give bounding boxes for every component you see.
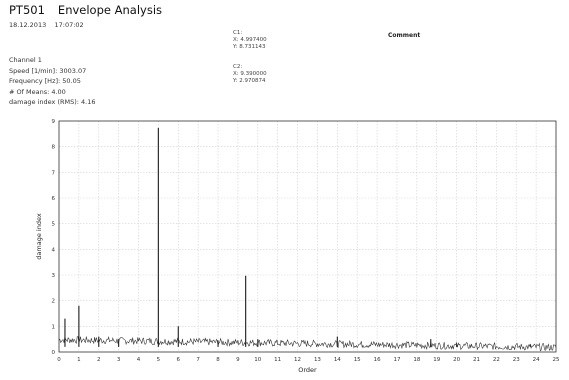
- x-tick-label: 6: [177, 357, 181, 363]
- machine-id: PT501: [9, 3, 45, 17]
- report-title: PT501 Envelope Analysis: [9, 3, 162, 17]
- y-tick-label: 0: [52, 350, 56, 356]
- means-value: # Of Means: 4.00: [9, 87, 66, 96]
- chart-ticks: 0 1 2 3 4 5 6 7 8 9 10 11 12 13 14 15 16 17 18 19 20 21 22 23 24…: [52, 119, 560, 363]
- cursor-1-y: Y: 8.731143: [233, 44, 266, 50]
- y-tick-label: 9: [52, 119, 56, 125]
- cursor-2-label: C2:: [233, 64, 243, 70]
- x-tick-label: 22: [493, 357, 500, 363]
- x-tick-label: 17: [393, 357, 400, 363]
- y-tick-label: 3: [52, 273, 56, 279]
- y-tick-label: 6: [52, 196, 56, 202]
- x-tick-label: 11: [274, 357, 281, 363]
- channel-label: Channel 1: [9, 56, 42, 64]
- frequency-value: Frequency [Hz]: 50.05: [9, 77, 81, 85]
- plot-frame: [58, 120, 557, 353]
- cursor-1-label: C1:: [233, 30, 243, 36]
- x-tick-label: 4: [137, 357, 141, 363]
- x-axis-label: Order: [298, 366, 317, 374]
- x-tick-label: 23: [513, 357, 520, 363]
- x-tick-label: 1: [77, 357, 81, 363]
- x-tick-label: 3: [117, 357, 121, 363]
- speed-value: Speed [1/min]: 3003.07: [9, 66, 87, 75]
- y-tick-label: 4: [52, 247, 56, 253]
- cursor-2-readout: C2: X: 9.390000 Y: 2.970874: [233, 64, 267, 85]
- cursor-1-x: X: 4.997400: [233, 37, 267, 43]
- analysis-title: Envelope Analysis: [57, 3, 163, 17]
- chart-grid: [58, 120, 557, 353]
- damage-index-value: damage index (RMS): 4.16: [9, 98, 96, 106]
- x-tick-label: 20: [453, 357, 460, 363]
- y-axis-label: damage index: [35, 213, 43, 260]
- y-tick-label: 8: [52, 145, 56, 151]
- cursor-1-readout: C1: X: 4.997400 Y: 8.731143: [233, 30, 267, 51]
- spectrum-peaks: [64, 127, 531, 347]
- x-tick-label: 8: [216, 357, 220, 363]
- x-tick-label: 19: [433, 357, 440, 363]
- x-tick-label: 18: [413, 357, 420, 363]
- comment-label: Comment: [388, 32, 421, 39]
- x-tick-label: 9: [236, 357, 240, 363]
- x-tick-label: 7: [196, 357, 200, 363]
- cursor-2-y: Y: 2.970874: [233, 78, 266, 84]
- x-tick-label: 14: [334, 357, 341, 363]
- report-date: 18.12.2013: [9, 21, 47, 29]
- x-tick-label: 24: [533, 357, 540, 363]
- x-tick-label: 13: [314, 357, 321, 363]
- report-datetime: 18.12.2013 17:07:02: [9, 21, 84, 29]
- x-tick-label: 2: [97, 357, 101, 363]
- y-tick-label: 2: [52, 299, 56, 305]
- cursor-2-x: X: 9.390000: [233, 71, 267, 77]
- y-tick-label: 5: [52, 222, 56, 228]
- x-tick-label: 5: [157, 357, 161, 363]
- y-tick-label: 1: [52, 324, 56, 330]
- y-tick-label: 7: [52, 170, 56, 176]
- x-tick-label: 15: [354, 357, 361, 363]
- measurement-info: Channel 1 Speed [1/min]: 3003.07 Frequen…: [9, 55, 96, 108]
- x-tick-label: 25: [553, 357, 560, 363]
- x-tick-label: 16: [374, 357, 381, 363]
- x-tick-label: 21: [473, 357, 480, 363]
- x-tick-label: 12: [294, 357, 301, 363]
- noise-floor-line: [58, 336, 557, 352]
- report-time: 17:07:02: [54, 21, 84, 29]
- x-tick-label: 0: [57, 357, 61, 363]
- x-tick-label: 10: [254, 357, 261, 363]
